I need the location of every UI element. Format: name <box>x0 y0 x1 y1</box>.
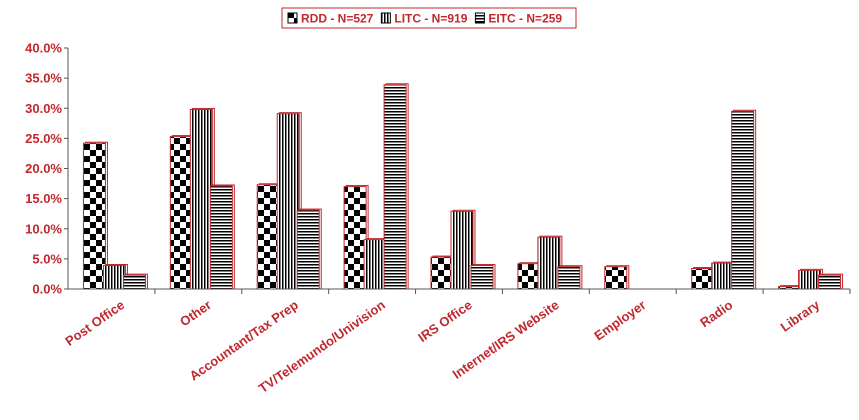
bars <box>82 83 844 290</box>
legend: RDD - N=527 LITC - N=919 EITC - N=259 <box>281 7 577 29</box>
bar-horizontal <box>818 274 842 290</box>
legend-frame <box>281 7 577 29</box>
x-category-label: Employer <box>591 297 648 343</box>
bar-checker <box>691 268 715 290</box>
y-tick-label: 0.0% <box>32 282 62 297</box>
bar-horizontal <box>296 209 320 290</box>
bar-vertical <box>711 262 735 290</box>
y-tick-label: 35.0% <box>25 71 62 86</box>
bar-checker <box>82 142 106 290</box>
x-category-label: IRS Office <box>415 297 474 345</box>
bar-vertical <box>450 210 474 290</box>
bar-horizontal <box>209 185 233 290</box>
y-tick-label: 5.0% <box>32 251 62 266</box>
y-axis: 0.0% 5.0% 10.0% 15.0% 20.0% 25.0% 30.0% 35.0% 40… <box>25 41 69 297</box>
x-category-label: Library <box>778 297 823 335</box>
x-category-label: Radio <box>697 297 735 330</box>
bar-horizontal <box>383 84 407 290</box>
legend-label: EITC - N=259 <box>488 12 562 26</box>
y-tick-label: 15.0% <box>25 191 62 206</box>
bar-checker <box>517 263 541 290</box>
legend-swatch-vertical <box>380 12 391 24</box>
legend-swatch-horizontal <box>474 12 485 24</box>
legend-label: LITC - N=919 <box>394 12 467 26</box>
bar-horizontal <box>122 274 146 290</box>
bar-vertical <box>798 269 822 290</box>
bar-checker <box>604 266 628 290</box>
x-category-label: Other <box>177 297 214 329</box>
bar-checker <box>169 136 193 290</box>
bar-vertical <box>102 265 126 290</box>
bar-horizontal <box>470 265 494 290</box>
bar-horizontal <box>731 110 755 290</box>
y-tick-label: 30.0% <box>25 101 62 116</box>
bar-vertical <box>276 113 300 290</box>
bar-horizontal <box>557 266 581 290</box>
y-tick-label: 10.0% <box>25 221 62 236</box>
bar-vertical <box>363 239 387 290</box>
x-category-label: Post Office <box>62 297 127 349</box>
bar-vertical <box>537 236 561 290</box>
legend-swatch-checker <box>287 12 298 24</box>
bar-checker <box>256 184 280 290</box>
y-tick-label: 20.0% <box>25 161 62 176</box>
y-tick-label: 25.0% <box>25 131 62 146</box>
bar-checker <box>343 186 367 290</box>
bar-checker <box>430 256 454 290</box>
bar-vertical <box>189 108 213 290</box>
legend-label: RDD - N=527 <box>301 12 374 26</box>
y-tick-label: 40.0% <box>25 41 62 56</box>
